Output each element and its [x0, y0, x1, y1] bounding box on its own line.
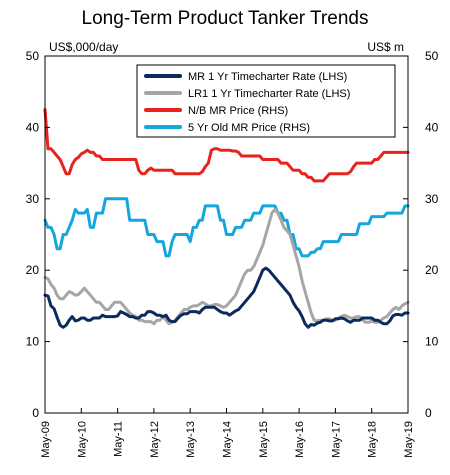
- x-tick-label: May-14: [222, 421, 234, 458]
- right-y-tick-label: 30: [425, 192, 439, 206]
- legend-label: MR 1 Yr Timecharter Rate (LHS): [188, 71, 347, 83]
- right-y-tick-label: 40: [425, 120, 439, 134]
- x-tick-label: May-19: [403, 421, 415, 458]
- series-line-mr-1-yr-timecharter-rate-lhs: [43, 266, 410, 329]
- right-axis-unit: US$ m: [367, 40, 404, 54]
- x-tick-label: May-11: [113, 421, 125, 457]
- x-tick-label: May-16: [294, 421, 306, 458]
- left-y-tick-label: 50: [26, 49, 40, 63]
- series-line-n-b-mr-price-rhs: [43, 108, 410, 183]
- x-tick-label: May-15: [258, 421, 270, 458]
- left-y-tick-label: 40: [26, 120, 40, 134]
- legend-label: N/B MR Price (RHS): [188, 105, 288, 117]
- x-tick-label: May-13: [185, 421, 197, 458]
- chart-title: Long-Term Product Tanker Trends: [82, 8, 369, 29]
- legend-label: LR1 1 Yr Timecharter Rate (LHS): [188, 88, 350, 100]
- ticks-layer: 0 0 10 10 20 20 30 30 40 40 50 50 May-09 May-10 May-11…: [26, 49, 439, 458]
- right-y-tick-label: 20: [425, 263, 439, 277]
- x-tick-label: May-18: [367, 421, 379, 458]
- legend: MR 1 Yr Timecharter Rate (LHS) LR1 1 Yr T…: [136, 64, 396, 138]
- x-tick-label: May-09: [40, 421, 52, 458]
- right-y-tick-label: 0: [425, 406, 432, 420]
- series-line-lr1-1-yr-timecharter-rate-lhs: [43, 208, 410, 326]
- left-axis-unit: US$,000/day: [49, 40, 118, 54]
- x-tick-label: May-17: [330, 421, 342, 458]
- left-y-tick-label: 10: [26, 335, 40, 349]
- right-y-tick-label: 10: [425, 335, 439, 349]
- x-tick-label: May-12: [149, 421, 161, 458]
- legend-label: 5 Yr Old MR Price (RHS): [188, 122, 310, 134]
- left-y-tick-label: 30: [26, 192, 40, 206]
- left-y-tick-label: 0: [32, 406, 39, 420]
- series-line-5-yr-old-mr-price-rhs: [43, 197, 410, 258]
- x-tick-label: May-10: [76, 421, 88, 458]
- right-y-tick-label: 50: [425, 49, 439, 63]
- series-layer: [43, 108, 410, 329]
- left-y-tick-label: 20: [26, 263, 40, 277]
